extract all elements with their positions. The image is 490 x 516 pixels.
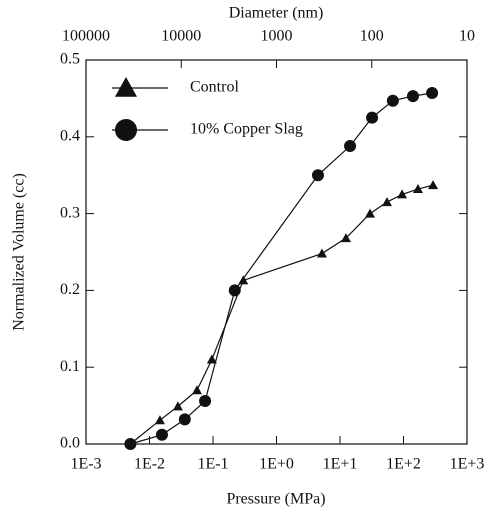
circle-marker <box>199 394 212 407</box>
top-tick-label: 10000 <box>161 28 201 45</box>
top-tick-label: 10 <box>459 28 475 45</box>
x-tick-label: 1E+1 <box>323 456 358 473</box>
circle-marker <box>178 413 191 426</box>
circle-marker <box>311 169 324 182</box>
y-tick-label: 0.3 <box>60 204 80 221</box>
triangle-marker <box>412 184 423 194</box>
x-tick-label: 1E+2 <box>386 456 421 473</box>
plot-frame <box>85 59 468 445</box>
top-tick-label: 100 <box>360 28 384 45</box>
x-tick-label: 1E-3 <box>70 456 101 473</box>
x-axis-title: Pressure (MPa) <box>226 491 325 508</box>
triangle-marker <box>428 180 439 190</box>
triangle-marker <box>206 354 217 364</box>
y-tick-label: 0.4 <box>60 127 80 144</box>
top-tick-label: 1000 <box>261 28 293 45</box>
circle-marker <box>155 428 168 441</box>
triangle-marker <box>172 401 183 411</box>
y-tick-label: 0.0 <box>60 435 80 452</box>
circle-marker <box>406 90 419 103</box>
triangle-marker <box>382 197 393 207</box>
legend-label: 10% Copper Slag <box>190 121 303 138</box>
circle-marker <box>115 119 137 141</box>
circle-marker <box>124 438 137 450</box>
x-tick-label: 1E+3 <box>450 456 485 473</box>
y-tick-label: 0.2 <box>60 281 80 298</box>
triangle-marker <box>365 208 376 218</box>
top-axis-title: Diameter (nm) <box>229 5 324 22</box>
series-line <box>130 92 433 445</box>
circle-marker <box>426 87 439 100</box>
y-tick-label: 0.1 <box>60 358 80 375</box>
triangle-marker <box>192 385 203 395</box>
triangle-marker <box>154 415 165 425</box>
y-tick-label: 0.5 <box>60 51 80 68</box>
top-tick-label: 100000 <box>62 28 110 45</box>
triangle-marker <box>316 248 327 258</box>
triangle-marker <box>340 233 351 243</box>
y-axis-title: Normalized Volume (cc) <box>11 173 28 331</box>
circle-marker <box>344 140 357 153</box>
x-tick-label: 1E+0 <box>259 456 294 473</box>
x-tick-label: 1E-1 <box>197 456 228 473</box>
circle-marker <box>386 94 399 107</box>
triangle-marker <box>397 189 408 199</box>
x-tick-label: 1E-2 <box>134 456 165 473</box>
circle-marker <box>366 111 379 124</box>
circle-marker <box>228 284 241 297</box>
triangle-marker <box>115 77 137 97</box>
legend-label: Control <box>190 79 239 96</box>
